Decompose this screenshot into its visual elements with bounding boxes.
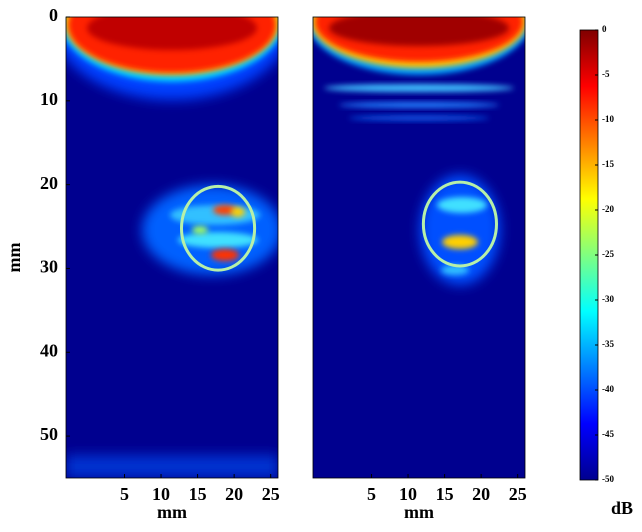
x-tick-label: 10 [152,484,170,504]
x-tick-label: 20 [225,484,243,504]
x-tick-label: 15 [436,484,454,504]
colorbar-tick-label: -35 [602,339,614,349]
y-tick-label: 20 [40,173,58,193]
colorbar-tick-label: -10 [602,114,614,124]
image-panel [307,0,531,478]
x-tick-label: 10 [399,484,417,504]
x-tick-label: 5 [120,484,129,504]
y-tick-label: 0 [49,5,58,25]
colorbar-label: dB [611,498,633,518]
colorbar-tick-label: -30 [602,294,614,304]
colorbar-tick-label: -15 [602,159,614,169]
colorbar-tick-label: 0 [602,24,607,34]
y-axis-label: mm [4,243,24,273]
colorbar-tick-label: -45 [602,429,614,439]
colorbar-tick-label: -20 [602,204,614,214]
y-tick-label: 10 [40,89,58,109]
x-axis-label: mm [404,502,434,522]
x-tick-label: 20 [472,484,490,504]
colorbar-tick-label: -50 [602,474,614,484]
colorbar-tick-label: -5 [602,69,610,79]
x-tick-label: 25 [262,484,280,504]
image-panel [52,0,292,478]
figure: dB 5 10 15 20 25 0 10 20 30 40 50 mm mm 5 10 15 20 25 mm 0 -… [0,0,642,527]
y-tick-label: 30 [40,257,58,277]
x-tick-label: 5 [367,484,376,504]
colorbar-tick-label: -25 [602,249,614,259]
x-axis-label: mm [157,502,187,522]
x-tick-label: 25 [509,484,527,504]
y-tick-label: 40 [40,340,58,360]
colorbar-tick-label: -40 [602,384,614,394]
x-tick-label: 15 [189,484,207,504]
y-tick-label: 50 [40,424,58,444]
